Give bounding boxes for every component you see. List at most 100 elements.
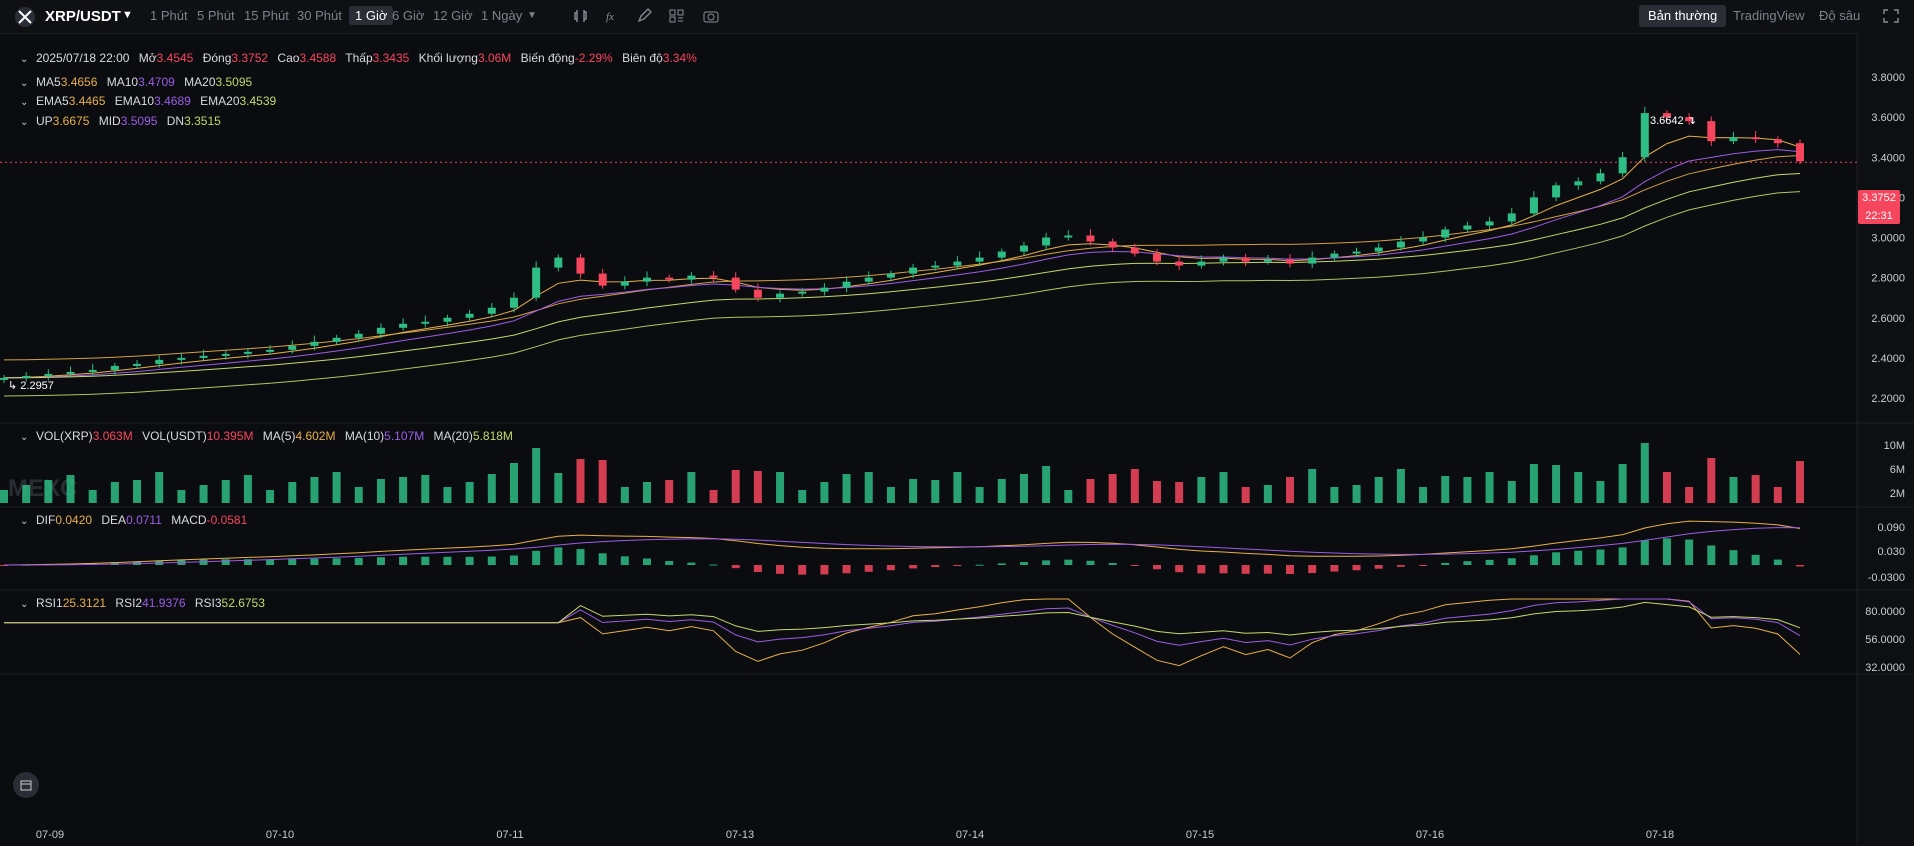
- candle-body: [1507, 213, 1516, 222]
- volume-bar: [1463, 477, 1472, 503]
- layout-grid-icon[interactable]: [668, 8, 686, 24]
- tf-5m[interactable]: 5 Phút: [197, 8, 235, 23]
- macd-bar: [1019, 562, 1028, 565]
- candle-body: [931, 265, 940, 268]
- macd-bar: [709, 564, 718, 566]
- candle-body: [1685, 117, 1694, 122]
- volume-bar: [1219, 472, 1228, 503]
- volume-bar: [1552, 465, 1561, 503]
- tf-6h[interactable]: 6 Giờ: [392, 8, 425, 23]
- candle-body: [1729, 137, 1738, 142]
- date-tick-label: 07-11: [496, 829, 523, 841]
- candle-body: [1152, 253, 1161, 262]
- volume-bar: [1352, 485, 1361, 503]
- date-tick-label: 07-09: [36, 829, 64, 841]
- macd-bar: [266, 559, 275, 565]
- calendar-button[interactable]: [13, 772, 39, 798]
- macd-bar: [1796, 565, 1804, 567]
- volume-bar: [620, 487, 629, 503]
- vol-legend[interactable]: ⌄ VOL(XRP)3.063M VOL(USDT)10.395M MA(5)4.…: [20, 429, 513, 443]
- tf-1d[interactable]: 1 Ngày: [481, 8, 523, 23]
- volume-bar: [820, 482, 829, 503]
- volume-bar: [1086, 479, 1095, 503]
- macd-legend[interactable]: ⌄ DIF0.0420 DEA0.0711 MACD-0.0581: [20, 513, 248, 527]
- draw-pencil-icon[interactable]: [636, 8, 654, 24]
- candle-body: [1751, 137, 1760, 140]
- macd-bar: [1729, 550, 1738, 565]
- candle-body: [1352, 251, 1361, 254]
- candle-body: [1463, 225, 1472, 230]
- macd-bar: [221, 559, 230, 565]
- candle-body: [1640, 113, 1649, 158]
- candle-body: [576, 257, 585, 274]
- macd-tick-label: 0.030: [1877, 546, 1905, 558]
- pair-title[interactable]: XRP/USDT: [45, 8, 121, 25]
- camera-icon[interactable]: [702, 8, 720, 24]
- indicator-fx-icon[interactable]: fx: [604, 8, 622, 24]
- boll-band-1: [3, 191, 1801, 397]
- macd-bar: [1485, 559, 1494, 565]
- change-label: Biến động: [520, 51, 575, 65]
- volume-bar: [243, 475, 252, 503]
- volume-bar: [1773, 487, 1782, 503]
- ma-line-1: [3, 149, 1801, 379]
- volume-bar: [133, 480, 142, 503]
- volume-bar: [1374, 477, 1383, 503]
- volume-label: Khối lượng: [418, 51, 478, 65]
- volume-bar: [332, 472, 341, 503]
- date-tick-label: 07-14: [956, 829, 984, 841]
- rsi-legend[interactable]: ⌄ RSI125.3121 RSI241.9376 RSI352.6753: [20, 596, 265, 610]
- ema-legend[interactable]: ⌄ EMA53.4465 EMA103.4689 EMA203.4539: [20, 94, 277, 108]
- volume-value: 3.06M: [477, 51, 512, 65]
- candle-body: [776, 293, 785, 298]
- macd-bar: [997, 563, 1006, 565]
- fullscreen-icon[interactable]: [1882, 8, 1900, 24]
- candle-type-icon[interactable]: [572, 8, 590, 24]
- candle-body: [1330, 253, 1339, 258]
- volume-bar: [487, 474, 496, 503]
- macd-bar: [1175, 565, 1184, 573]
- candle-body: [1308, 257, 1317, 264]
- candle-body: [1485, 221, 1494, 226]
- tf-12h[interactable]: 12 Giờ: [433, 8, 473, 23]
- volume-bar: [1640, 443, 1649, 503]
- date-tick-label: 07-13: [726, 829, 754, 841]
- view-depth-button[interactable]: Độ sâu: [1819, 8, 1861, 23]
- change-value: -2.29%: [574, 51, 613, 65]
- tf-1h[interactable]: 1 Giờ: [349, 6, 394, 25]
- macd-bar: [354, 557, 363, 565]
- price-chart-svg[interactable]: MEXC 3.80003.60003.40003.20003.00002.800…: [0, 33, 1914, 846]
- candle-body: [399, 323, 408, 328]
- date-tick-label: 07-18: [1646, 829, 1674, 841]
- candle-body: [975, 257, 984, 262]
- macd-bar: [1042, 560, 1051, 565]
- tf-30m[interactable]: 30 Phút: [297, 8, 342, 23]
- volume-bar: [687, 472, 696, 503]
- candle-body: [88, 369, 97, 372]
- macd-bar: [310, 558, 319, 565]
- ma-legend[interactable]: ⌄ MA53.4656 MA103.4709 MA203.5095: [20, 75, 253, 89]
- volume-bar: [1396, 469, 1405, 503]
- candle-body: [1596, 173, 1605, 182]
- macd-bar: [1130, 565, 1139, 566]
- tf-1m[interactable]: 1 Phút: [150, 8, 188, 23]
- macd-bar: [798, 565, 807, 575]
- candle-body: [266, 349, 275, 352]
- macd-bar: [1618, 547, 1627, 565]
- candle-body: [310, 341, 319, 346]
- volume-bar: [1685, 487, 1694, 503]
- candle-body: [1219, 257, 1228, 262]
- macd-bar: [1751, 554, 1760, 565]
- boll-legend[interactable]: ⌄ UP3.6675 MID3.5095 DN3.3515: [20, 114, 221, 128]
- candle-body: [443, 317, 452, 322]
- candle-body: [1286, 259, 1295, 264]
- volume-bar: [842, 474, 851, 503]
- pair-dropdown-icon[interactable]: ▼: [122, 9, 133, 21]
- candle-body: [1574, 181, 1583, 186]
- volume-bar: [1419, 487, 1428, 503]
- view-standard-button[interactable]: Bản thường: [1639, 5, 1727, 27]
- view-tradingview-button[interactable]: TradingView: [1733, 8, 1805, 23]
- tf-15m[interactable]: 15 Phút: [244, 8, 289, 23]
- tf-more-icon[interactable]: ▼: [527, 10, 537, 21]
- chart-area[interactable]: MEXC 3.80003.60003.40003.20003.00002.800…: [0, 33, 1914, 846]
